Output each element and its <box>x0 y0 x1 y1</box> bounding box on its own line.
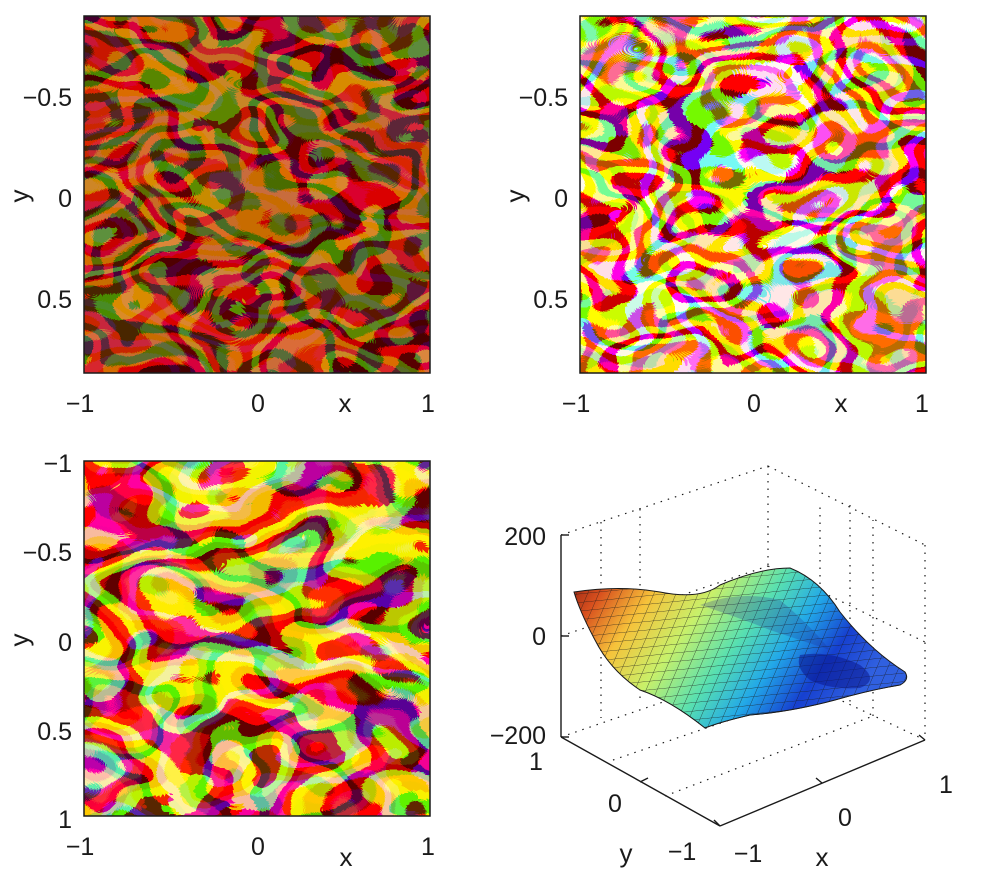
z-tick-label: 0 <box>532 623 546 651</box>
surface-plot <box>573 567 908 729</box>
y-tick-labels: −0.5 0 0.5 <box>519 84 568 314</box>
z-tick-labels: 200 0 −200 <box>490 523 546 750</box>
y-tick-label: −0.5 <box>23 84 72 112</box>
x-tick-label: −1 <box>66 390 95 418</box>
y-axis-label: y <box>4 190 34 203</box>
panel-top-right: −0.5 0 0.5 y −1 0 1 x <box>500 15 929 418</box>
heatmap-image <box>580 16 926 373</box>
x-tick-label: 1 <box>915 390 929 418</box>
y-tick-label: 0.5 <box>533 286 568 314</box>
y-tick-labels: 1 0 −1 <box>529 748 696 866</box>
y-axis-label: y <box>4 634 34 647</box>
y-tick-labels: −0.5 0 0.5 <box>23 84 72 314</box>
y-tick-label: 1 <box>529 748 543 776</box>
y-tick-label: 0.5 <box>37 286 72 314</box>
x-tick-label: 1 <box>421 833 435 861</box>
x-tick-label: 0 <box>747 390 761 418</box>
y-tick-labels: −1 −0.5 0 0.5 1 <box>23 450 72 834</box>
x-tick-labels: −1 0 1 <box>66 390 435 418</box>
heatmap-image <box>84 16 430 373</box>
x-tick-label: 1 <box>939 771 953 799</box>
x-tick-label: −1 <box>66 833 95 861</box>
y-tick-label: 0 <box>554 185 568 213</box>
panel-bottom-left: −1 −0.5 0 0.5 1 y −1 0 1 x <box>4 450 435 872</box>
z-tick-label: −200 <box>490 722 546 750</box>
x-tick-labels: −1 0 1 <box>562 390 929 418</box>
y-tick-label: −0.5 <box>23 539 72 567</box>
plot-frame <box>579 15 927 374</box>
z-tick-label: 200 <box>504 523 546 551</box>
x-axis-label: x <box>339 388 352 418</box>
x-tick-label: 0 <box>251 390 265 418</box>
y-tick-label: 0 <box>58 629 72 657</box>
surface-mesh <box>574 568 907 728</box>
x-tick-label: 0 <box>838 804 852 832</box>
y-axis-label: y <box>620 838 633 868</box>
y-axis-label: y <box>500 190 530 203</box>
x-tick-label: −1 <box>562 390 591 418</box>
y-tick-label: 0 <box>608 790 622 818</box>
x-axis-label: x <box>340 842 353 872</box>
x-tick-label: 1 <box>421 390 435 418</box>
y-tick-label: 0 <box>58 185 72 213</box>
x-tick-label: 0 <box>251 833 265 861</box>
panel-top-left: −0.5 0 0.5 y −1 0 1 x <box>4 15 435 418</box>
plot-frame <box>83 460 431 817</box>
surface-shading <box>700 596 830 650</box>
x-tick-label: −1 <box>734 840 763 868</box>
y-tick-label: −1 <box>668 838 697 866</box>
y-tick-label: −0.5 <box>519 84 568 112</box>
panel-bottom-right: 200 0 −200 1 0 −1 y −1 0 1 x <box>490 465 953 872</box>
x-tick-labels: −1 0 1 <box>66 833 435 861</box>
y-tick-label: 1 <box>58 806 72 834</box>
surface-deep-basin <box>798 653 870 689</box>
plot-frame <box>83 15 431 374</box>
x-axis-label: x <box>835 388 848 418</box>
y-tick-label: 0.5 <box>37 718 72 746</box>
y-tick-label: −1 <box>43 450 72 478</box>
x-axis-label: x <box>816 842 829 872</box>
x-tick-labels: −1 0 1 <box>734 771 953 868</box>
heatmap-image <box>84 461 430 816</box>
